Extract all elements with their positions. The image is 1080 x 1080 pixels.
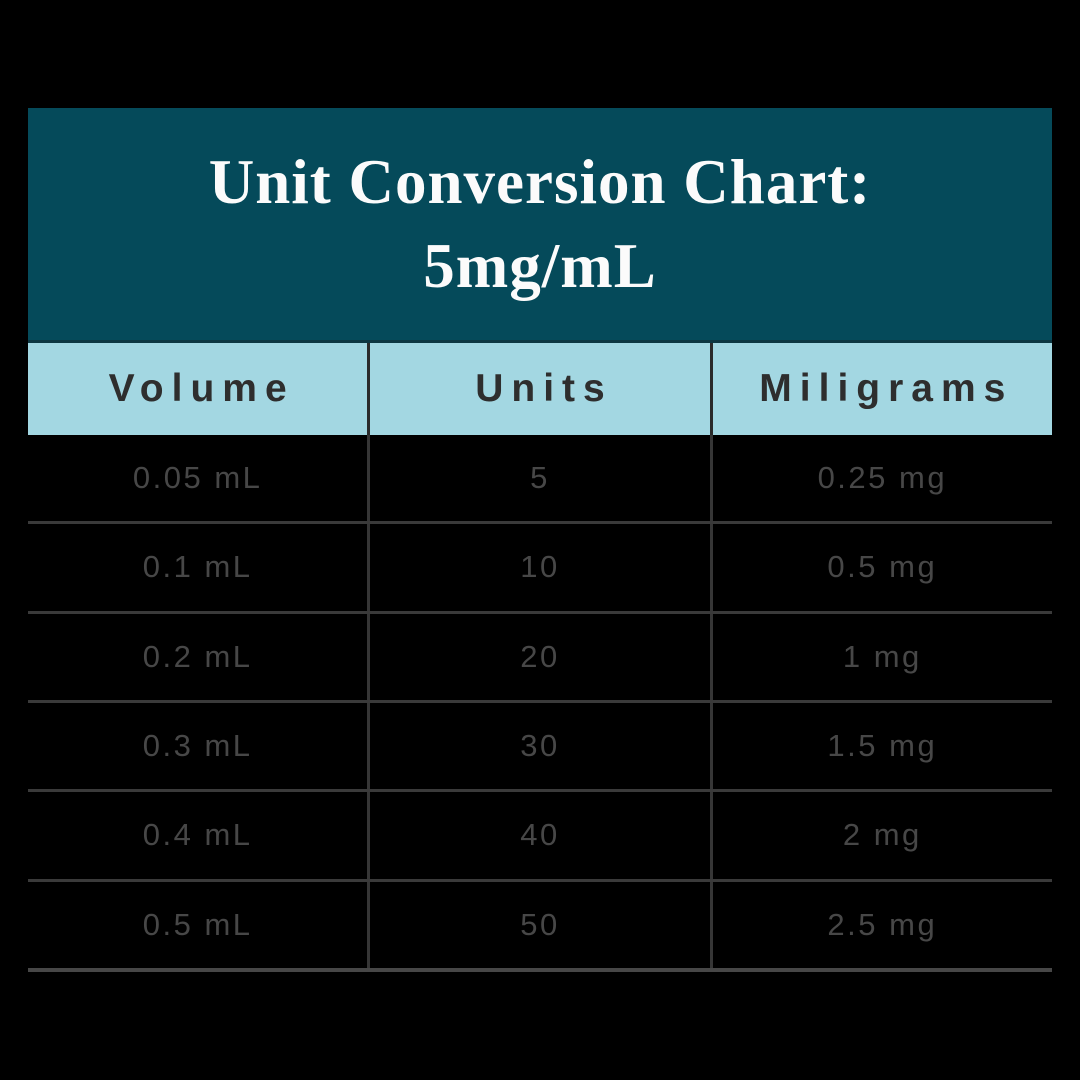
- cell-units: 40: [367, 792, 709, 879]
- chart-title-band: Unit Conversion Chart: 5mg/mL: [28, 108, 1052, 343]
- cell-units: 10: [367, 524, 709, 611]
- table-row: 0.1 mL 10 0.5 mg: [28, 521, 1052, 611]
- cell-miligrams: 2.5 mg: [709, 881, 1052, 968]
- chart-title-line2: 5mg/mL: [423, 231, 657, 301]
- cell-units: 20: [367, 613, 709, 700]
- column-header-miligrams: Miligrams: [709, 343, 1052, 435]
- column-header-units: Units: [367, 343, 709, 435]
- table-row: 0.3 mL 30 1.5 mg: [28, 699, 1052, 790]
- cell-miligrams: 2 mg: [709, 792, 1052, 879]
- cell-units: 5: [367, 435, 709, 522]
- table-row: 0.05 mL 5 0.25 mg: [28, 435, 1052, 522]
- table-row: 0.4 mL 40 2 mg: [28, 789, 1052, 879]
- cell-miligrams: 0.25 mg: [709, 435, 1052, 522]
- cell-volume: 0.05 mL: [132, 460, 263, 496]
- cell-units: 30: [367, 702, 709, 790]
- unit-conversion-chart: Unit Conversion Chart: 5mg/mL Volume Uni…: [28, 108, 1052, 972]
- cell-volume: 0.4 mL: [142, 817, 253, 853]
- cell-miligrams: 1 mg: [709, 613, 1052, 700]
- cell-miligrams: 0.5 mg: [709, 524, 1052, 611]
- cell-units: 50: [367, 881, 709, 968]
- cell-volume: 0.1 mL: [142, 549, 253, 585]
- chart-title-line1: Unit Conversion Chart:: [208, 146, 872, 217]
- cell-volume: 0.3 mL: [142, 728, 253, 764]
- table-row: 0.2 mL 20 1 mg: [28, 610, 1052, 700]
- column-header-volume: Volume: [108, 367, 295, 410]
- table-row: 0.5 mL 50 2.5 mg: [28, 878, 1052, 968]
- cell-miligrams: 1.5 mg: [709, 702, 1052, 790]
- table-body: 0.05 mL 5 0.25 mg 0.1 mL 10 0.5 mg 0.2 m…: [28, 435, 1052, 972]
- table-header-row: Volume Units Miligrams: [28, 343, 1052, 435]
- cell-volume: 0.2 mL: [142, 638, 253, 674]
- cell-volume: 0.5 mL: [142, 906, 253, 942]
